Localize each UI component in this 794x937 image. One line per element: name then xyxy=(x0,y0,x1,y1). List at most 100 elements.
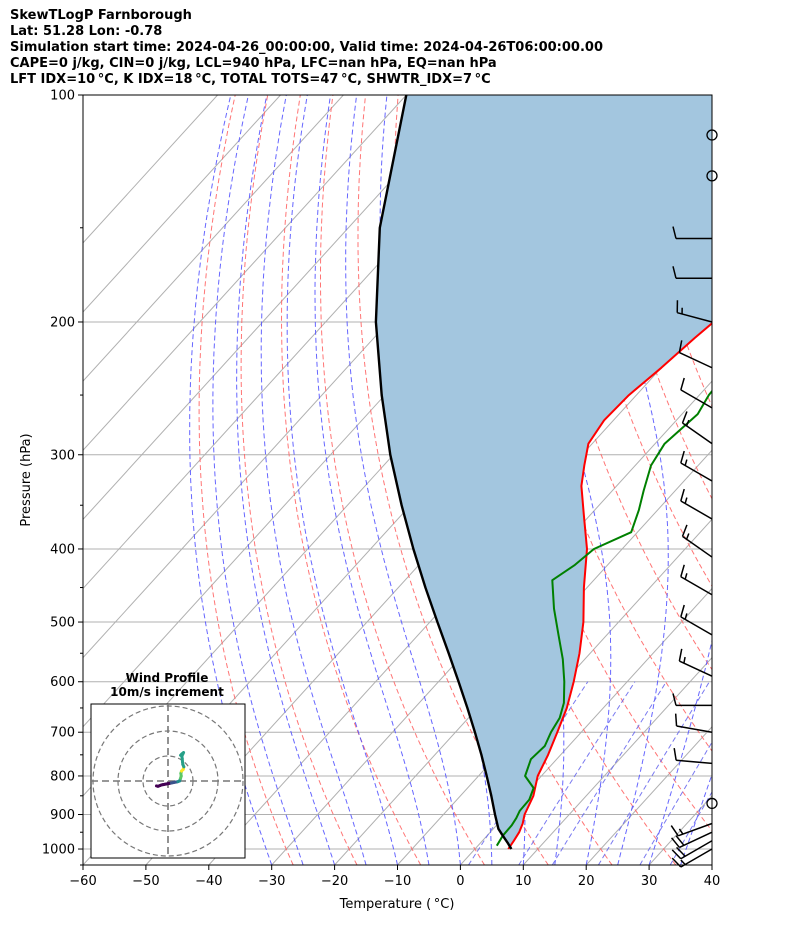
inset-title: Wind Profile xyxy=(126,671,209,685)
barb-half-flag xyxy=(685,533,690,540)
barb-flag xyxy=(678,340,683,353)
x-tick-label: 20 xyxy=(578,874,595,889)
barb-staff xyxy=(677,822,713,837)
barb-half-flag xyxy=(684,497,688,504)
calm-circle xyxy=(706,129,718,141)
mixing-ratio-line xyxy=(639,741,712,865)
barb-flag xyxy=(671,857,682,868)
barb-staff xyxy=(680,576,713,596)
wind-barb xyxy=(678,340,713,369)
indices-line-1: CAPE=0 j/kg, CIN=0 j/kg, LCL=940 hPa, LF… xyxy=(10,56,497,71)
wind-barb xyxy=(680,564,713,596)
barb-staff xyxy=(679,351,713,369)
wind-barb xyxy=(672,266,712,280)
indices-line-2: LFT IDX=10 °C, K IDX=18 °C, TOTAL TOTS=4… xyxy=(10,72,491,87)
moist-adiabat xyxy=(345,95,461,865)
barb-half-flag xyxy=(685,419,690,427)
x-tick-label: 40 xyxy=(704,874,721,889)
barb-half-flag xyxy=(680,859,686,866)
barb-flag xyxy=(681,411,688,424)
wind-barb xyxy=(671,831,713,849)
barb-flag xyxy=(672,693,677,706)
barb-flag xyxy=(675,835,685,846)
chart-header: SkewTLogP Farnborough Lat: 51.28 Lon: -0… xyxy=(10,8,603,88)
barb-flag xyxy=(672,226,677,239)
wind-barb xyxy=(706,170,718,182)
dry-adiabat xyxy=(724,95,794,865)
wind-barb xyxy=(672,693,712,707)
isotherm-line xyxy=(522,656,712,865)
parcel-line xyxy=(374,95,513,850)
barb-flag xyxy=(670,825,679,837)
barb-flag xyxy=(673,747,677,761)
barb-flag xyxy=(674,713,678,727)
inset-subtitle: 10m/s increment xyxy=(110,685,224,699)
dry-adiabat xyxy=(789,95,794,865)
y-tick-label: 800 xyxy=(50,769,75,784)
calm-circle xyxy=(706,170,718,182)
wind-hodograph-segment xyxy=(179,752,184,757)
isotherm-line xyxy=(585,726,712,865)
barb-flag xyxy=(672,266,677,279)
barb-staff xyxy=(682,422,713,445)
mixing-ratio-line xyxy=(597,681,710,865)
moist-adiabat xyxy=(189,95,273,865)
isotherm-line xyxy=(83,95,344,382)
barb-flag xyxy=(680,488,685,502)
wind-barb xyxy=(671,848,713,868)
temperature-line xyxy=(507,322,712,850)
barb-flag xyxy=(680,377,685,391)
barb-half-flag xyxy=(684,573,688,580)
barb-half-flag xyxy=(684,459,688,466)
wind-barb xyxy=(706,129,718,141)
cape-cin-shading xyxy=(375,95,712,849)
barb-staff xyxy=(676,759,713,765)
wind-barb xyxy=(673,747,713,765)
dry-adiabat xyxy=(240,95,358,865)
y-axis-label: Pressure (hPa) xyxy=(19,433,34,526)
moist-adiabat xyxy=(260,95,367,865)
dry-adiabat xyxy=(320,95,485,865)
dry-adiabat xyxy=(357,95,549,865)
wind-barb xyxy=(670,822,713,837)
y-tick-label: 600 xyxy=(50,675,75,690)
barb-staff xyxy=(680,840,713,860)
dry-adiabat xyxy=(756,95,794,865)
wind-barb xyxy=(680,488,713,520)
barb-flag xyxy=(676,846,686,857)
isotherm-line xyxy=(334,449,712,865)
wind-barb xyxy=(680,604,713,636)
y-axis-ticks: 1000 900 800 700 600 500 400 300 200 100 xyxy=(42,89,83,866)
barb-staff xyxy=(682,535,713,558)
barb-staff xyxy=(680,500,713,520)
barb-flag xyxy=(678,648,683,662)
dry-adiabat xyxy=(280,95,422,865)
moist-adiabat xyxy=(286,95,398,865)
barb-flag xyxy=(680,604,685,618)
wind-barb xyxy=(680,450,713,482)
isotherm-line xyxy=(83,95,281,313)
moist-adiabat xyxy=(236,95,336,865)
y-tick-label: 500 xyxy=(50,616,75,631)
x-tick-label: 10 xyxy=(515,874,532,889)
x-tick-label: −60 xyxy=(69,874,96,889)
moist-adiabat xyxy=(590,95,669,865)
x-tick-label: −30 xyxy=(258,874,285,889)
wind-barb xyxy=(674,713,713,733)
wind-barb xyxy=(706,797,718,810)
x-tick-label: 30 xyxy=(641,874,658,889)
y-tick-label: 300 xyxy=(50,448,75,463)
x-tick-label: 0 xyxy=(456,874,464,889)
barb-staff xyxy=(679,831,713,849)
x-tick-label: −50 xyxy=(132,874,159,889)
barb-staff xyxy=(680,616,713,636)
wind-barb xyxy=(671,840,713,860)
moist-adiabat xyxy=(314,95,430,865)
barb-flag xyxy=(680,450,685,464)
y-tick-label: 400 xyxy=(50,542,75,557)
wind-barb xyxy=(680,377,713,409)
x-tick-label: −10 xyxy=(384,874,411,889)
moist-adiabat xyxy=(212,95,304,865)
